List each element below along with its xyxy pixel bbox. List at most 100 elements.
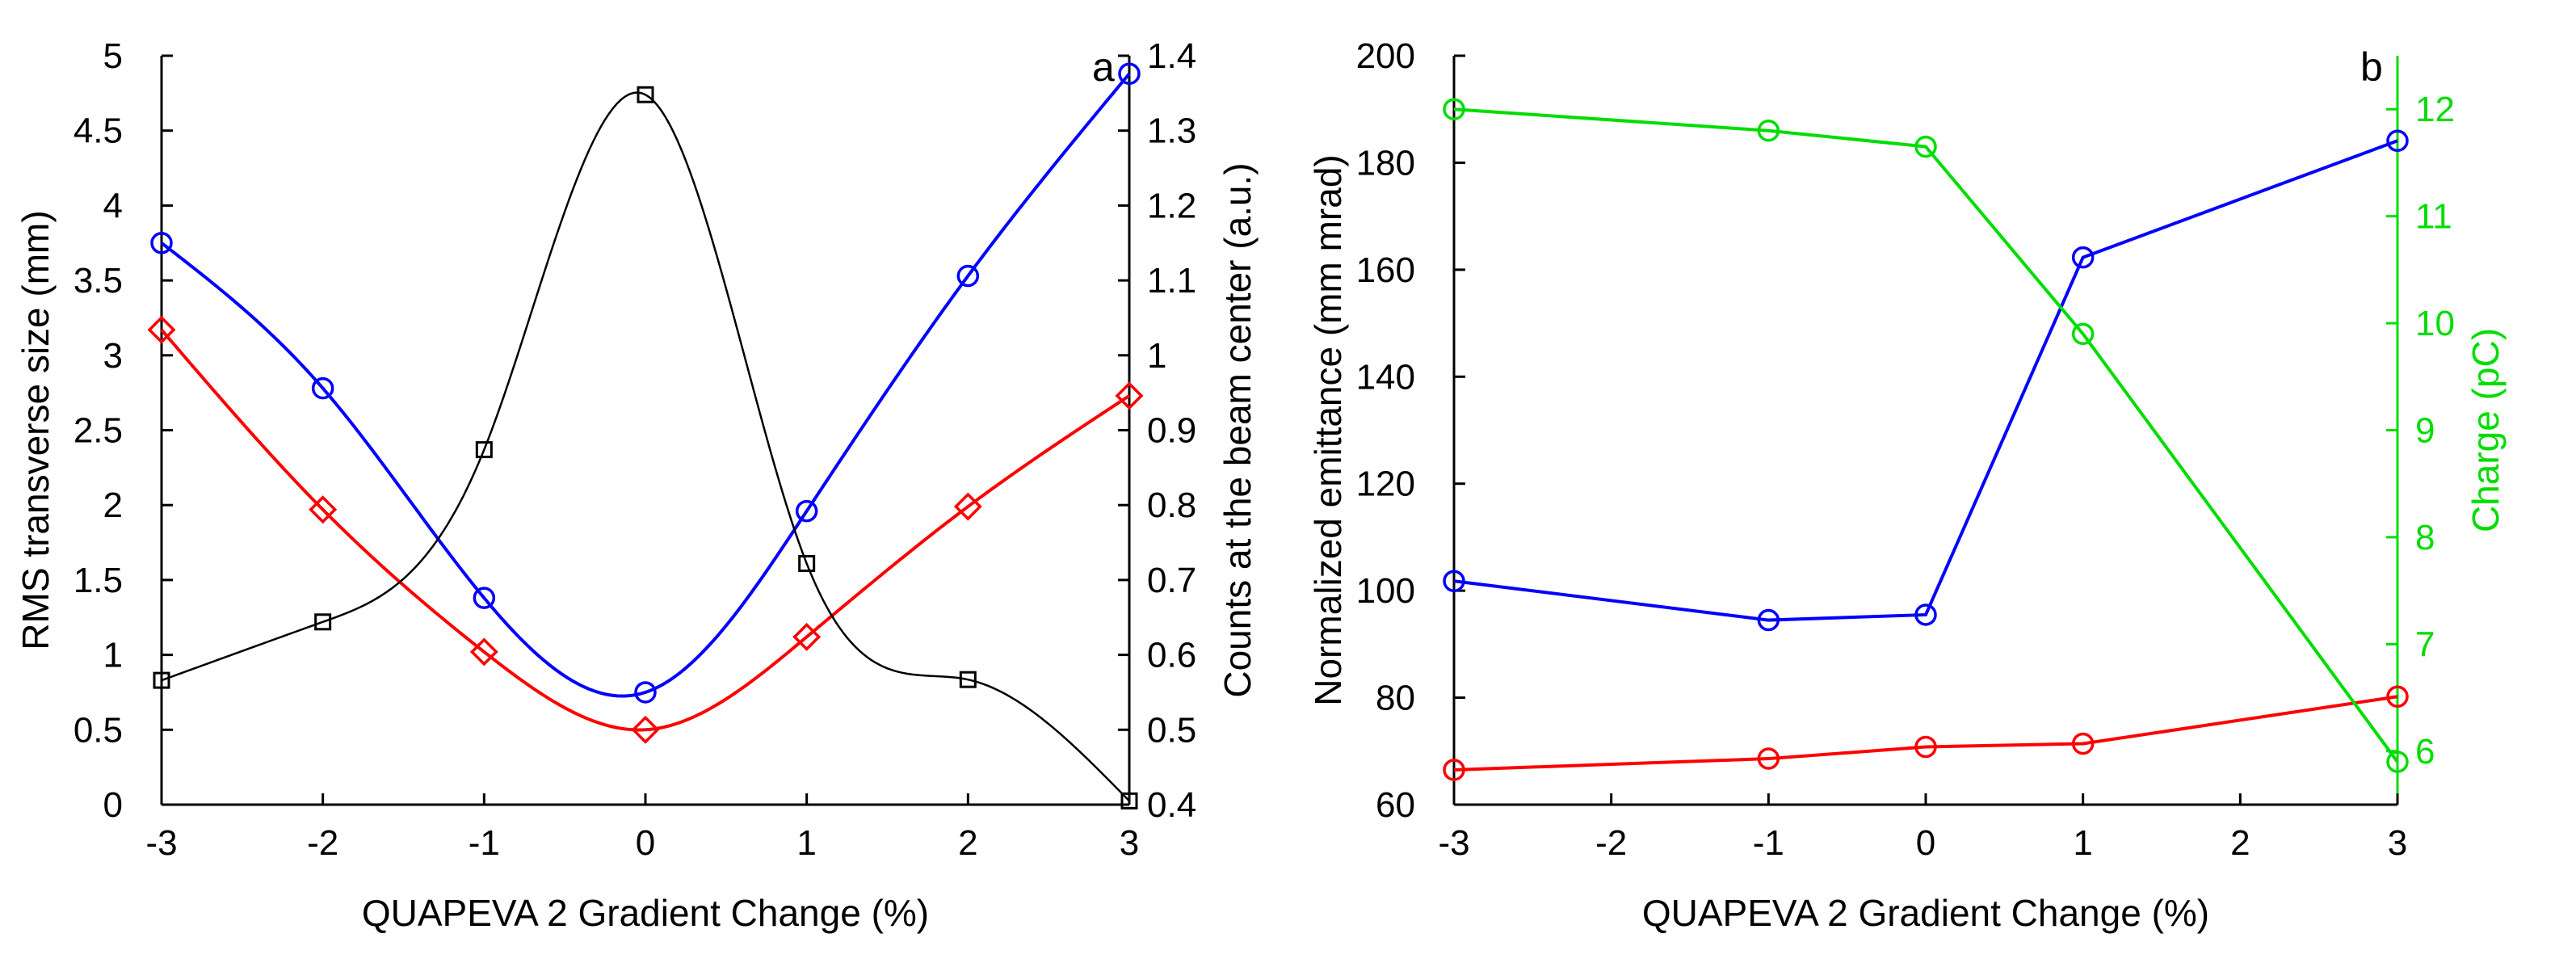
y-tick-label: 4.5	[74, 111, 123, 151]
data-point	[2386, 751, 2409, 773]
data-point	[1118, 62, 1141, 85]
y-tick-label: 3.5	[74, 261, 123, 301]
data-point	[1757, 747, 1780, 770]
y-tick-label: 120	[1356, 465, 1415, 504]
x-tick-label: -1	[469, 823, 500, 863]
series-line	[160, 72, 1131, 698]
data-point	[634, 681, 657, 704]
y2-axis-title: Counts at the beam center (a.u.)	[1217, 162, 1259, 697]
data-point	[631, 715, 660, 744]
x-tick-label: -2	[307, 823, 338, 863]
data-point	[311, 376, 334, 400]
data-point	[153, 671, 170, 689]
y-tick-label: 60	[1376, 785, 1415, 825]
x-tick-label: -1	[1753, 823, 1784, 863]
y-tick-label: 200	[1356, 36, 1415, 76]
y2-tick-label: 0.8	[1147, 486, 1196, 525]
data-point	[1914, 603, 1937, 626]
panel-letter: a	[1092, 44, 1115, 90]
y-tick-label: 100	[1356, 571, 1415, 611]
y2-tick-label: 6	[2415, 732, 2435, 772]
y2-tick-label: 0.6	[1147, 636, 1196, 675]
y-tick-label: 3	[103, 336, 123, 376]
data-point	[956, 264, 980, 288]
y-axis-title: RMS transverse size (mm)	[15, 210, 57, 650]
x-tick-label: 2	[2230, 823, 2250, 863]
y2-tick-label: 9	[2415, 411, 2435, 451]
data-point	[637, 86, 654, 103]
data-point	[1120, 792, 1138, 810]
y2-tick-label: 1.1	[1147, 261, 1196, 301]
x-tick-label: -3	[1438, 823, 1469, 863]
data-point	[147, 315, 176, 344]
series-line	[1453, 139, 2398, 622]
data-point	[1443, 759, 1465, 781]
x-axis-title: QUAPEVA 2 Gradient Change (%)	[362, 892, 929, 934]
data-point	[2071, 732, 2095, 755]
y2-tick-label: 0.5	[1147, 710, 1196, 750]
y-tick-label: 180	[1356, 143, 1415, 183]
series-1	[150, 62, 1141, 704]
data-point	[475, 441, 493, 459]
y-tick-label: 5	[103, 36, 123, 76]
data-point	[1757, 608, 1780, 632]
data-point	[2386, 685, 2409, 708]
x-axis-title: QUAPEVA 2 Gradient Change (%)	[1642, 892, 2209, 934]
chart-panel-a: -3 -2 -1 0 1 2 3 0 0.5 1 1.5 2 2.5 3 3.5 4 4.5 5 0.4 0.5 0.6…	[15, 36, 1259, 934]
data-point	[2071, 246, 2095, 269]
y2-tick-label: 0.9	[1147, 411, 1196, 451]
x-tick-label: -2	[1595, 823, 1627, 863]
y-tick-label: 1.5	[74, 561, 123, 600]
y-tick-label: 160	[1356, 250, 1415, 290]
series-line	[1453, 695, 2398, 772]
x-tick-label: 1	[2073, 823, 2092, 863]
panel-letter: b	[2360, 44, 2383, 90]
series-1	[1443, 129, 2409, 632]
data-point	[2071, 322, 2095, 346]
data-point	[792, 622, 822, 651]
x-tick-label: 0	[636, 823, 655, 863]
y2-tick-label: 8	[2415, 518, 2435, 557]
y-tick-label: 80	[1376, 679, 1415, 718]
x-tick-label: 1	[796, 823, 816, 863]
series-2	[147, 315, 1144, 744]
y2-tick-label: 7	[2415, 624, 2435, 664]
y2-tick-label: 12	[2415, 90, 2455, 129]
y2-tick-label: 11	[2415, 197, 2452, 237]
data-point	[2386, 129, 2409, 153]
data-point	[473, 587, 496, 609]
y-axis-title: Normalized emittance (mm mrad)	[1307, 154, 1349, 705]
series-3	[1443, 98, 2409, 773]
y2-tick-label: 10	[2415, 304, 2455, 343]
data-point	[798, 555, 816, 573]
x-tick-label: 3	[2388, 823, 2407, 863]
y-tick-label: 2	[103, 486, 123, 525]
y2-tick-label: 0.7	[1147, 561, 1196, 600]
data-point	[150, 232, 173, 254]
data-point	[1115, 381, 1144, 410]
y2-tick-label: 1	[1147, 336, 1166, 376]
data-point	[1757, 119, 1780, 142]
x-tick-label: 2	[958, 823, 977, 863]
series-3	[153, 86, 1138, 810]
data-point	[309, 495, 338, 524]
x-tick-label: 3	[1120, 823, 1139, 863]
x-tick-label: -3	[145, 823, 177, 863]
y-tick-label: 2.5	[74, 411, 123, 451]
data-point	[795, 499, 818, 523]
data-point	[1914, 135, 1937, 158]
y2-tick-label: 1.2	[1147, 186, 1196, 225]
x-tick-label: 0	[1916, 823, 1935, 863]
data-point	[959, 671, 977, 688]
data-point	[314, 613, 332, 631]
data-point	[953, 492, 982, 521]
y-tick-label: 1	[103, 636, 123, 675]
chart-panel-b: -3 -2 -1 0 1 2 3608010012014016018020067891011…	[1307, 36, 2507, 934]
y-tick-label: 0.5	[74, 710, 123, 750]
data-point	[1443, 570, 1465, 592]
y2-tick-label: 1.3	[1147, 111, 1196, 151]
series-line	[160, 328, 1131, 732]
data-point	[1443, 98, 1465, 120]
y2-axis-title: Charge (pC)	[2465, 328, 2507, 532]
y2-tick-label: 0.4	[1147, 785, 1196, 825]
